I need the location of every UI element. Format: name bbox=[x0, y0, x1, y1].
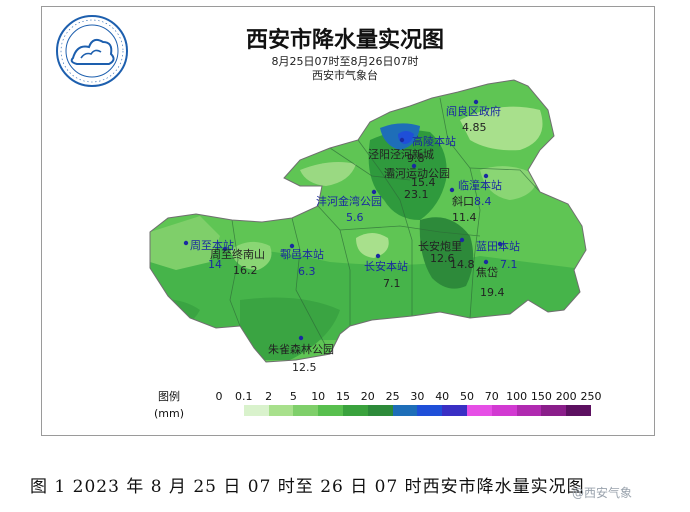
zone-west-light bbox=[300, 162, 356, 186]
legend-tick: 100 bbox=[506, 390, 528, 403]
legend-color-swatch bbox=[343, 405, 368, 416]
station-value-fenghe: 5.6 bbox=[346, 211, 364, 224]
station-name-yanliang: 阎良区政府 bbox=[446, 104, 501, 118]
legend-tick: 70 bbox=[484, 390, 499, 403]
legend-tick: 5 bbox=[289, 390, 297, 403]
station-dot bbox=[183, 240, 189, 246]
station-name-zhuque: 朱雀森林公园 bbox=[268, 342, 334, 356]
station-value-yanliang: 4.85 bbox=[462, 121, 487, 134]
station-dot bbox=[473, 99, 479, 105]
station-name-gaoling: 高陵本站 bbox=[412, 134, 456, 148]
legend-tick: 15 bbox=[336, 390, 350, 403]
station-dot bbox=[399, 137, 405, 143]
station-dot bbox=[483, 173, 489, 179]
legend-tick: 30 bbox=[410, 390, 425, 403]
legend-color-swatch bbox=[516, 405, 542, 416]
legend-tick: 10 bbox=[311, 390, 326, 403]
station-dot bbox=[371, 189, 377, 195]
watermark: @西安气象 bbox=[572, 486, 633, 500]
zone-city-heavy bbox=[368, 130, 447, 220]
station-dot bbox=[411, 163, 417, 169]
legend-color-swatch bbox=[318, 405, 343, 416]
station-value-jiaodai: 19.4 bbox=[480, 286, 505, 299]
station-name-changan: 长安本站 bbox=[364, 259, 408, 273]
station-dot bbox=[459, 237, 465, 243]
county-borders bbox=[229, 97, 541, 355]
legend-color-swatch bbox=[491, 405, 517, 416]
legend-color-swatch bbox=[417, 405, 443, 416]
zone-lintong-light bbox=[480, 166, 538, 200]
legend-tick: 40 bbox=[435, 390, 450, 403]
station-value-xiekou: 11.4 bbox=[452, 211, 477, 224]
map-title: 西安市降水量实况图 bbox=[245, 28, 444, 53]
legend-tick: 50 bbox=[460, 390, 474, 403]
station-value-zhuque: 12.5 bbox=[292, 361, 317, 374]
legend-tick: 20 bbox=[360, 390, 375, 403]
station-dot bbox=[497, 241, 503, 247]
station-name-huyi: 鄠邑本站 bbox=[280, 247, 324, 261]
legend-color-swatch bbox=[467, 405, 492, 416]
legend-color-swatch bbox=[219, 405, 244, 416]
legend-unit: (mm) bbox=[154, 407, 185, 420]
figure-caption: 图 1 2023 年 8 月 25 日 07 时至 26 日 07 时西安市降水… bbox=[30, 477, 585, 497]
legend-color-swatch bbox=[293, 405, 319, 416]
station-name-zhouzhi: 周至本站 bbox=[190, 238, 234, 252]
legend-color-swatch bbox=[268, 405, 294, 416]
station-value-14-8: 14.8 bbox=[450, 258, 475, 271]
station-name-lantian: 蓝田本站 bbox=[476, 239, 520, 253]
zone-huyi-light bbox=[230, 241, 272, 270]
station-value-zhouzhi: 14 bbox=[208, 258, 222, 271]
station-dot bbox=[222, 246, 228, 252]
station-value-bahe: 15.4 bbox=[411, 176, 436, 189]
legend-tick: 25 bbox=[385, 390, 400, 403]
map-subtitle: 8月25日07时至8月26日07时 bbox=[271, 55, 419, 68]
legend-tick: 2 bbox=[265, 390, 273, 403]
map-issuer: 西安市气象台 bbox=[312, 69, 378, 82]
station-name-xiekou: 斜口 bbox=[452, 195, 474, 208]
legend-tick: 250 bbox=[580, 390, 602, 403]
station-value-huyi: 6.3 bbox=[298, 265, 316, 278]
station-dot bbox=[298, 335, 304, 341]
meteorological-logo bbox=[56, 15, 128, 87]
station-dot bbox=[289, 243, 295, 249]
legend-tick: 150 bbox=[530, 390, 552, 403]
legend-color-swatch bbox=[367, 405, 393, 416]
zone-south-darker bbox=[240, 297, 340, 360]
legend-title: 图例 bbox=[158, 390, 180, 403]
station-dot bbox=[449, 187, 455, 193]
legend-color-swatch bbox=[566, 405, 591, 416]
station-name-jingyang: 泾阳泾河新城 bbox=[368, 147, 434, 161]
legend-tick: 0 bbox=[215, 390, 223, 403]
zone-changan-light bbox=[356, 233, 389, 258]
legend-tick: 200 bbox=[555, 390, 577, 403]
station-value-gaoling: 9.8 bbox=[407, 152, 425, 165]
station-value-changan-paoli: 12.6 bbox=[430, 252, 455, 265]
station-value-lintong: 8.4 bbox=[474, 195, 492, 208]
station-name-lintong: 临潼本站 bbox=[458, 178, 502, 192]
legend-color-swatch bbox=[392, 405, 418, 416]
station-dot bbox=[483, 259, 489, 265]
legend-color-swatch bbox=[541, 405, 567, 416]
station-dots bbox=[183, 99, 503, 341]
zone-yanliang-light bbox=[460, 106, 543, 151]
legend-tick: 0.1 bbox=[235, 390, 253, 403]
station-value-city: 23.1 bbox=[404, 188, 429, 201]
station-name-bahe: 灞河运动公园 bbox=[384, 167, 450, 180]
zone-changan-heavy bbox=[419, 217, 474, 289]
station-name-zhongnanshan: 周至终南山 bbox=[210, 247, 265, 261]
station-dot bbox=[375, 253, 381, 259]
legend-color-swatch bbox=[442, 405, 467, 416]
legend-color-swatch bbox=[243, 405, 269, 416]
station-value-changan: 7.1 bbox=[383, 277, 401, 290]
station-name-changan-paoli: 长安炮里 bbox=[418, 239, 462, 253]
station-name-fenghe: 沣河金湾公园 bbox=[316, 194, 382, 208]
station-value-lantian: 7.1 bbox=[500, 258, 518, 271]
station-value-zhongnanshan: 16.2 bbox=[233, 264, 258, 277]
station-name-jiaodai: 焦岱 bbox=[476, 265, 498, 279]
